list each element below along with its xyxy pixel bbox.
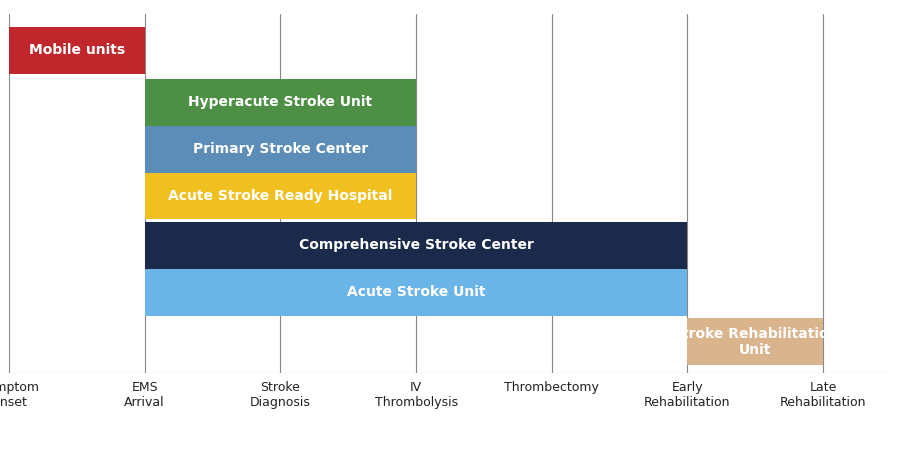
Text: Hyperacute Stroke Unit: Hyperacute Stroke Unit	[188, 95, 373, 109]
Text: Primary Stroke Center: Primary Stroke Center	[193, 142, 368, 156]
Bar	[145, 126, 416, 172]
Text: Stroke Rehabilitation
Unit: Stroke Rehabilitation Unit	[672, 327, 839, 357]
Text: Acute Stroke Unit: Acute Stroke Unit	[346, 285, 485, 299]
Bar	[145, 79, 416, 126]
Bar	[145, 269, 688, 316]
Bar	[688, 318, 824, 365]
Text: Acute Stroke Ready Hospital: Acute Stroke Ready Hospital	[168, 189, 392, 203]
Bar	[9, 27, 145, 74]
Text: Mobile units: Mobile units	[29, 43, 125, 57]
Bar	[145, 172, 416, 219]
Bar	[145, 222, 688, 269]
Text: Comprehensive Stroke Center: Comprehensive Stroke Center	[299, 238, 534, 253]
